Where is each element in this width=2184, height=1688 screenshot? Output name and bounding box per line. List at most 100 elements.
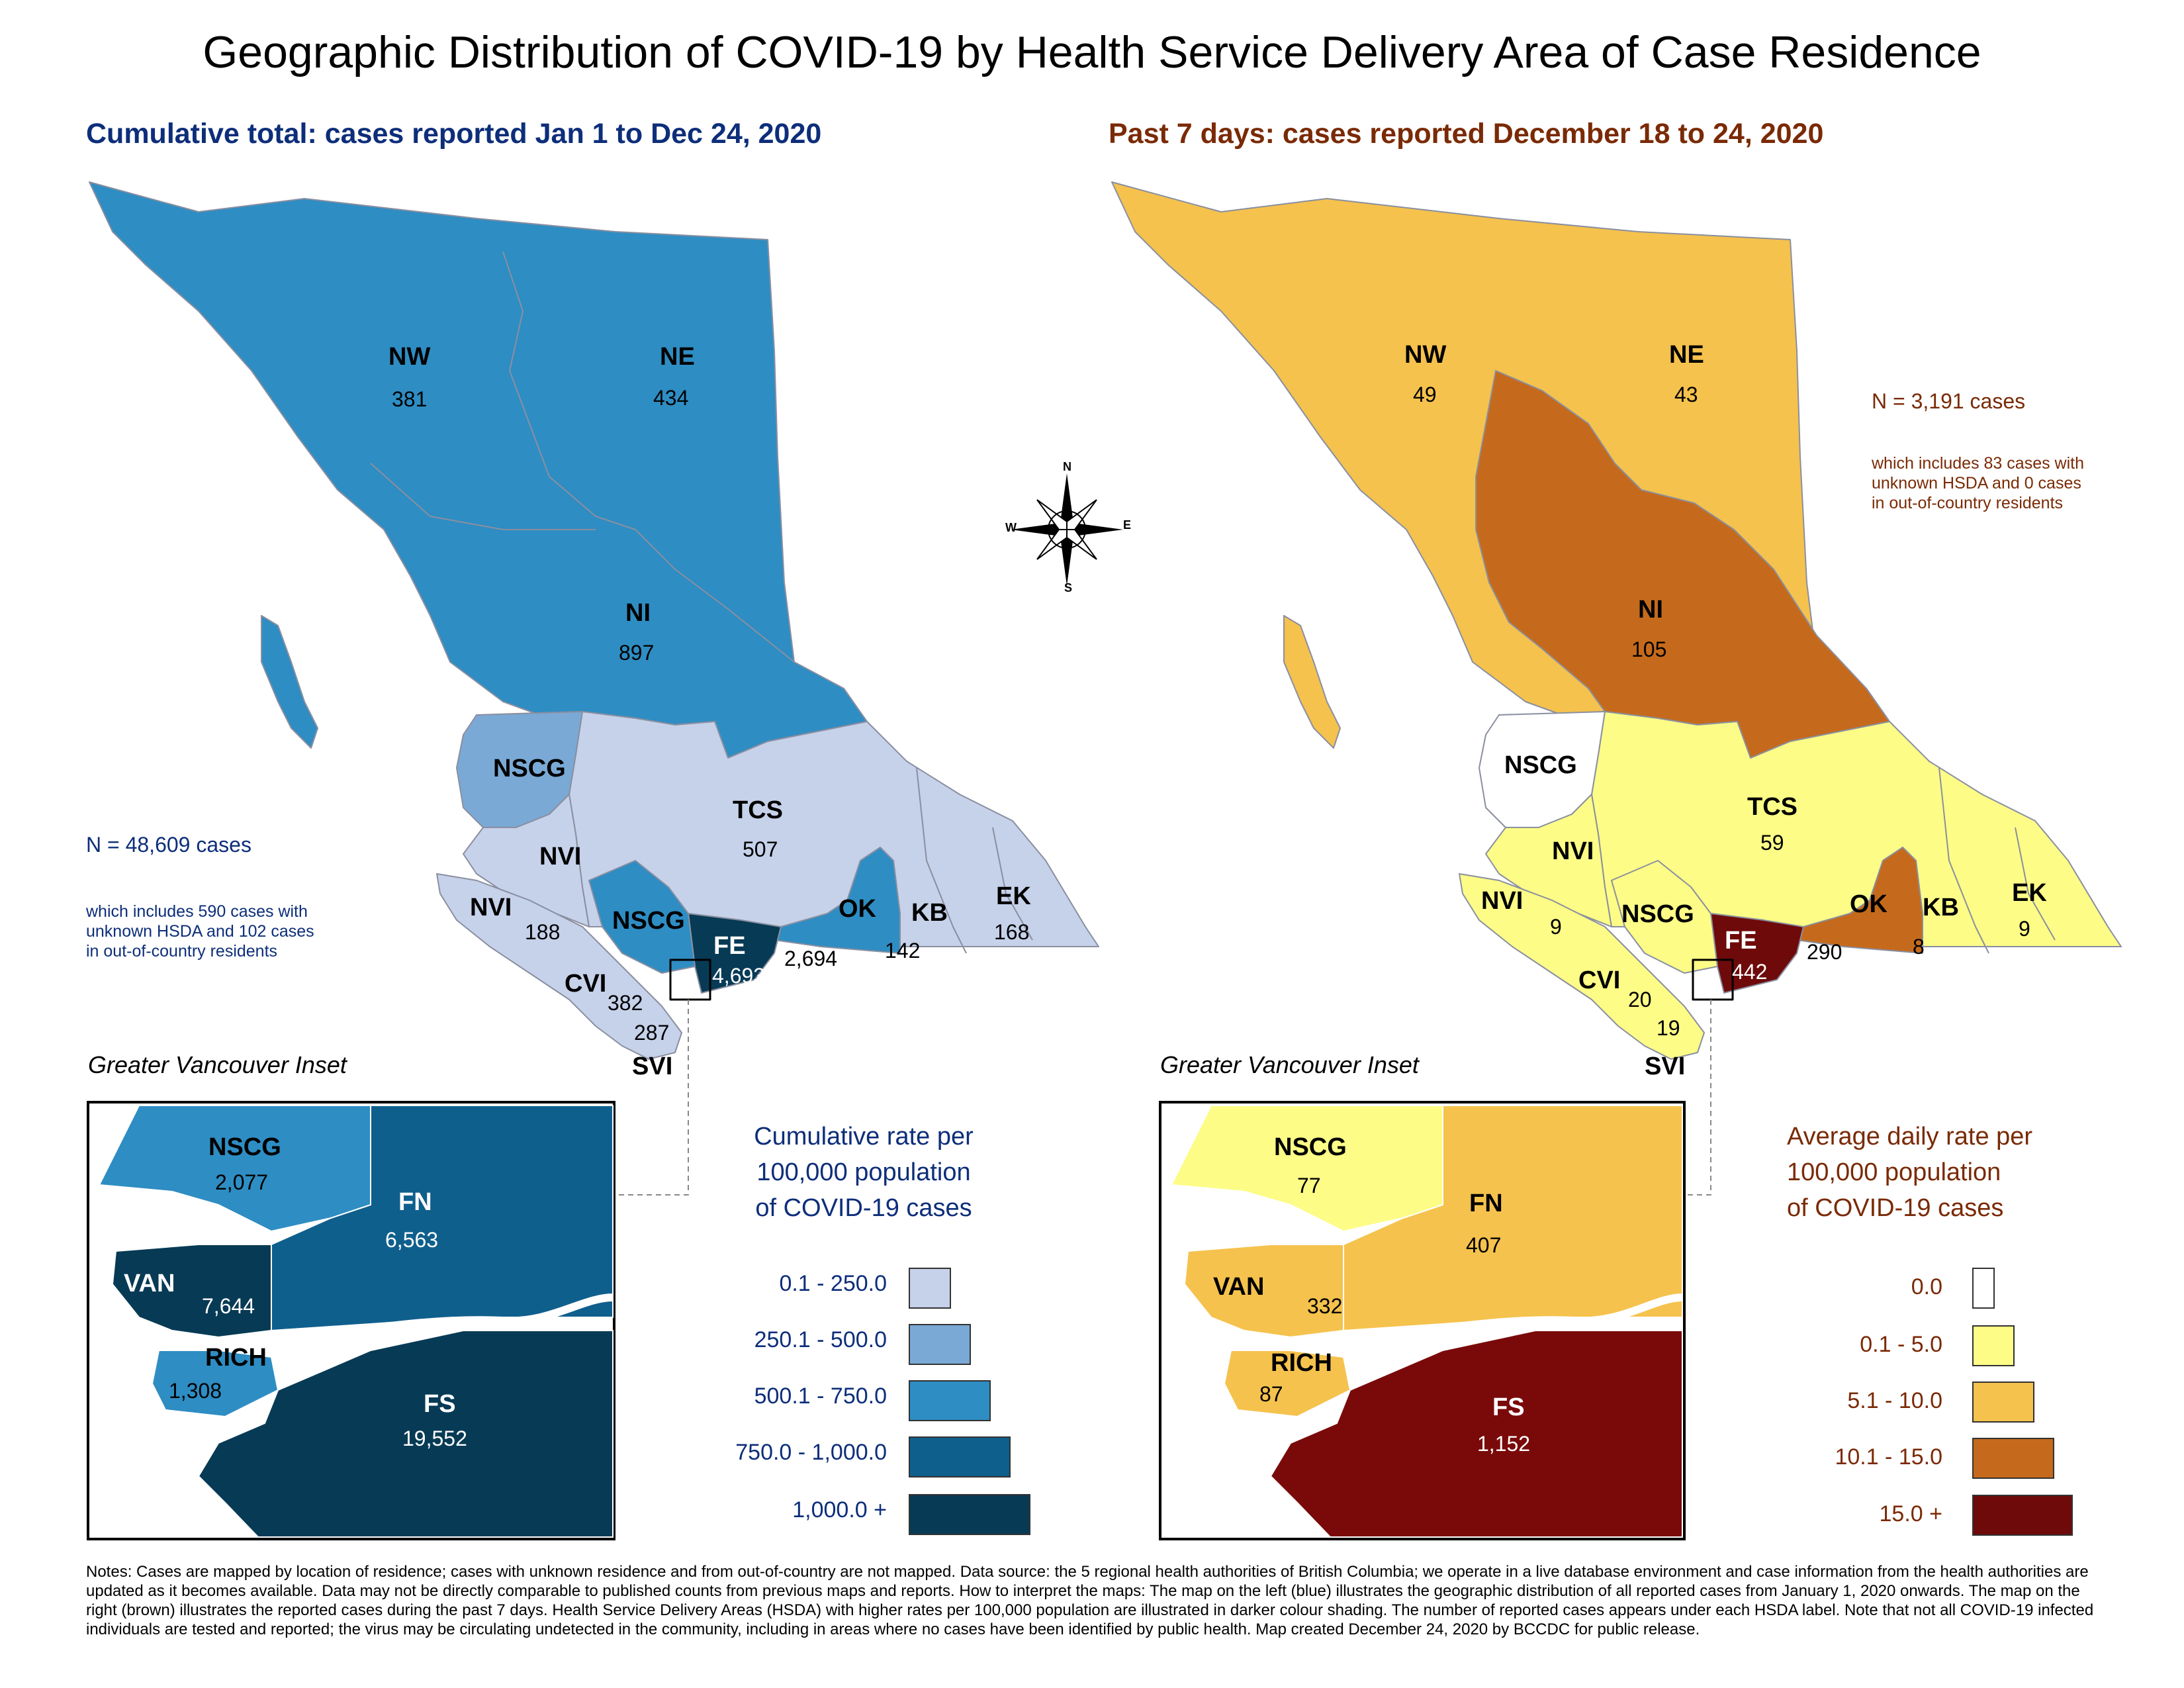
left-label-cvi: CVI bbox=[565, 970, 607, 998]
right-inset-nscg bbox=[1170, 1105, 1443, 1233]
right-inset-fs bbox=[1269, 1330, 1683, 1538]
left-label-nscg-south: NSCG bbox=[612, 907, 685, 935]
right-inset-locator bbox=[1692, 959, 1734, 1001]
left-legend-label: 1,000.0 + bbox=[792, 1497, 887, 1523]
compass-e: E bbox=[1123, 518, 1132, 532]
right-legend-swatch bbox=[1972, 1438, 2054, 1479]
right-legend-swatch bbox=[1972, 1495, 2073, 1536]
left-inset-label-rich: RICH bbox=[205, 1344, 267, 1372]
right-inset-label-fs: FS bbox=[1492, 1393, 1525, 1421]
left-value-svi: 287 bbox=[634, 1021, 670, 1045]
left-legend-title-line: Cumulative rate per bbox=[754, 1123, 974, 1150]
right-inset-label-nscg: NSCG bbox=[1274, 1133, 1347, 1161]
left-region-nvi-mainland bbox=[463, 794, 590, 927]
right-label-nvi: NVI bbox=[1481, 887, 1524, 915]
compass-w: W bbox=[1005, 521, 1017, 534]
right-n-note-line: in out-of-country residents bbox=[1872, 494, 2064, 512]
right-value-ne: 43 bbox=[1674, 383, 1698, 406]
right-label-nw: NW bbox=[1404, 341, 1447, 369]
right-inset-value-van: 332 bbox=[1307, 1294, 1343, 1318]
left-vancouver-island bbox=[436, 873, 682, 1060]
right-label-tcs: TCS bbox=[1747, 793, 1797, 821]
left-n-note-line: in out-of-country residents bbox=[86, 942, 278, 961]
right-inset-value-fn: 407 bbox=[1466, 1233, 1502, 1257]
left-label-nvi: NVI bbox=[470, 894, 512, 921]
right-value-ni: 105 bbox=[1631, 637, 1667, 661]
left-region-fe bbox=[688, 913, 782, 994]
right-value-kb: 8 bbox=[1913, 935, 1925, 959]
left-n-note-line: which includes 590 cases with bbox=[86, 902, 308, 921]
right-value-tcs: 59 bbox=[1760, 831, 1784, 855]
left-value-ok: 2,694 bbox=[784, 947, 838, 970]
left-label-nvi-mainland: NVI bbox=[539, 843, 582, 870]
left-label-nw: NW bbox=[388, 343, 431, 371]
left-inset-label-van: VAN bbox=[124, 1270, 175, 1297]
left-inset-label-fs: FS bbox=[424, 1390, 456, 1418]
right-legend-swatch bbox=[1972, 1268, 1995, 1309]
right-legend-title-line: Average daily rate per bbox=[1787, 1123, 2033, 1150]
left-haida-gwaii bbox=[261, 615, 318, 749]
left-legend-swatch bbox=[909, 1494, 1030, 1535]
right-label-kb: KB bbox=[1923, 894, 1959, 921]
right-legend-label: 0.0 bbox=[1911, 1274, 1942, 1299]
page-title: Geographic Distribution of COVID-19 by H… bbox=[203, 27, 1981, 77]
left-label-ne: NE bbox=[660, 343, 695, 371]
right-value-fe: 442 bbox=[1732, 960, 1768, 984]
right-legend-title-line: of COVID-19 cases bbox=[1787, 1194, 2004, 1222]
right-label-ok: OK bbox=[1850, 890, 1888, 918]
right-label-nscg: NSCG bbox=[1504, 751, 1577, 779]
left-legend-label: 250.1 - 500.0 bbox=[754, 1327, 887, 1352]
left-region-nscg-south bbox=[588, 860, 696, 974]
left-inset-van bbox=[111, 1244, 272, 1338]
right-label-ni: NI bbox=[1638, 596, 1663, 624]
left-label-nscg: NSCG bbox=[493, 755, 566, 782]
right-n-note: which includes 83 cases with unknown HSD… bbox=[1872, 453, 2084, 513]
left-inset-fs bbox=[197, 1330, 614, 1538]
left-legend-label: 500.1 - 750.0 bbox=[754, 1383, 887, 1409]
right-inset-value-fs: 1,152 bbox=[1477, 1432, 1531, 1456]
right-n-total: N = 3,191 cases bbox=[1872, 389, 2026, 413]
right-value-nvi: 9 bbox=[1550, 915, 1562, 939]
left-bc-map bbox=[89, 181, 1099, 1196]
right-inset-value-nscg: 77 bbox=[1297, 1174, 1321, 1197]
right-label-ek: EK bbox=[2012, 879, 2047, 907]
left-inset-label-fn: FN bbox=[398, 1188, 432, 1216]
left-n-note-line: unknown HSDA and 102 cases bbox=[86, 922, 314, 941]
left-label-fe: FE bbox=[713, 932, 746, 960]
left-legend-swatch bbox=[909, 1436, 1011, 1477]
left-label-ni: NI bbox=[625, 599, 651, 627]
left-value-fe: 4,693 bbox=[712, 964, 766, 988]
left-label-kb: KB bbox=[911, 899, 948, 927]
right-region-ok bbox=[1796, 847, 1923, 954]
right-label-cvi: CVI bbox=[1578, 966, 1621, 994]
left-label-ok: OK bbox=[839, 895, 876, 923]
right-inset-map bbox=[1159, 1101, 1686, 1540]
left-map-subtitle: Cumulative total: cases reported Jan 1 t… bbox=[86, 118, 822, 150]
compass-s: S bbox=[1064, 581, 1073, 594]
left-legend-label: 750.0 - 1,000.0 bbox=[735, 1440, 887, 1465]
right-haida-gwaii bbox=[1283, 615, 1341, 749]
left-legend-swatch bbox=[909, 1268, 951, 1309]
left-inset-value-nscg: 2,077 bbox=[215, 1170, 269, 1194]
left-inset-rich bbox=[151, 1350, 279, 1418]
left-inset-label-nscg: NSCG bbox=[208, 1133, 281, 1161]
right-region-fe bbox=[1710, 913, 1804, 994]
left-value-cvi: 382 bbox=[608, 991, 643, 1015]
left-inset-nscg bbox=[98, 1105, 371, 1233]
left-inset-value-rich: 1,308 bbox=[169, 1379, 222, 1403]
left-inset-value-fs: 19,552 bbox=[402, 1427, 467, 1450]
left-label-tcs: TCS bbox=[733, 796, 783, 824]
right-label-nscg-south: NSCG bbox=[1621, 900, 1694, 928]
right-value-cvi: 20 bbox=[1628, 988, 1652, 1011]
left-label-ek: EK bbox=[996, 882, 1031, 910]
left-legend-title: Cumulative rate per 100,000 population o… bbox=[731, 1119, 996, 1226]
right-bc-map bbox=[1111, 181, 2122, 1196]
right-inset-van bbox=[1183, 1244, 1344, 1338]
left-value-kb: 142 bbox=[885, 939, 921, 962]
left-inset-title: Greater Vancouver Inset bbox=[88, 1051, 347, 1078]
left-value-ek: 168 bbox=[994, 920, 1030, 944]
right-map-subtitle: Past 7 days: cases reported December 18 … bbox=[1109, 118, 1824, 150]
right-legend-swatch bbox=[1972, 1325, 2015, 1366]
right-legend-swatch bbox=[1972, 1382, 2034, 1423]
left-legend-title-line: of COVID-19 cases bbox=[755, 1194, 972, 1222]
